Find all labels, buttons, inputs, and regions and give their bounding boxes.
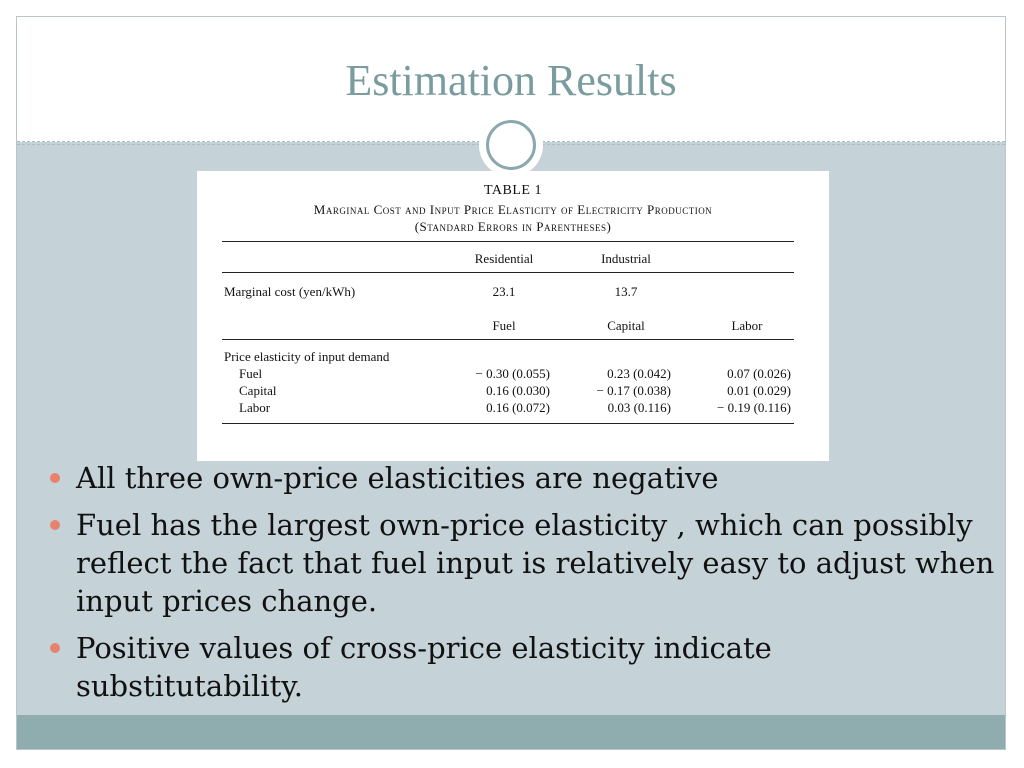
slide-title: Estimation Results	[345, 56, 677, 105]
footer-band	[17, 715, 1005, 749]
bullet-dot-icon	[50, 643, 60, 653]
bullet-text: Positive values of cross-price elasticit…	[76, 631, 772, 703]
table-cell-fuel-capital: 0.23 (0.042)	[607, 366, 671, 381]
table-cell-capital-labor: 0.01 (0.029)	[727, 383, 791, 398]
table-rule-bottom	[222, 423, 794, 424]
table-mc-residential: 23.1	[492, 284, 516, 299]
table-header-residential: Residential	[474, 251, 534, 266]
bullet-text: All three own-price elasticities are neg…	[76, 461, 719, 495]
table-image: TABLE 1 Marginal Cost and Input Price El…	[197, 171, 829, 461]
table-row-label: Labor	[239, 400, 271, 415]
divider-circle-ornament	[479, 113, 543, 177]
table-cell-capital-capital: − 0.17 (0.038)	[596, 383, 672, 398]
table-rule-top	[222, 241, 794, 242]
table-cell-fuel-labor: 0.07 (0.026)	[727, 366, 791, 381]
table-mc-industrial: 13.7	[614, 284, 638, 299]
table-cell-labor-labor: − 0.19 (0.116)	[716, 400, 791, 415]
table-row-label: Fuel	[239, 366, 263, 381]
slide: Estimation Results TABLE 1 Marginal Cost…	[16, 16, 1006, 750]
bullet-dot-icon	[50, 473, 60, 483]
bullet-item: Positive values of cross-price elasticit…	[47, 629, 997, 705]
table-rule-header	[222, 272, 794, 273]
bullet-text: Fuel has the largest own-price elasticit…	[76, 508, 995, 618]
table-section-label: Price elasticity of input demand	[224, 349, 390, 364]
bullet-item: Fuel has the largest own-price elasticit…	[47, 506, 997, 620]
table-row-label: Capital	[239, 383, 277, 398]
table-caption-line2: (Standard Errors in Parentheses)	[414, 219, 612, 234]
table-rule-middle	[222, 339, 794, 340]
table-caption-line1: Marginal Cost and Input Price Elasticity…	[313, 202, 713, 217]
table-mc-label: Marginal cost (yen/kWh)	[224, 284, 356, 299]
bullet-dot-icon	[50, 520, 60, 530]
bullet-list: All three own-price elasticities are neg…	[47, 459, 997, 714]
table-cell-capital-fuel: 0.16 (0.030)	[486, 383, 550, 398]
table-label: TABLE 1	[484, 183, 542, 198]
table-cell-fuel-fuel: − 0.30 (0.055)	[475, 366, 551, 381]
divider-circle-ring	[486, 120, 536, 170]
table-header-labor: Labor	[731, 318, 763, 333]
table-cell-labor-capital: 0.03 (0.116)	[607, 400, 671, 415]
bullet-item: All three own-price elasticities are neg…	[47, 459, 997, 497]
table-header-fuel: Fuel	[492, 318, 516, 333]
table-cell-labor-fuel: 0.16 (0.072)	[486, 400, 550, 415]
table-header-capital: Capital	[607, 318, 645, 333]
table-header-industrial: Industrial	[601, 251, 651, 266]
